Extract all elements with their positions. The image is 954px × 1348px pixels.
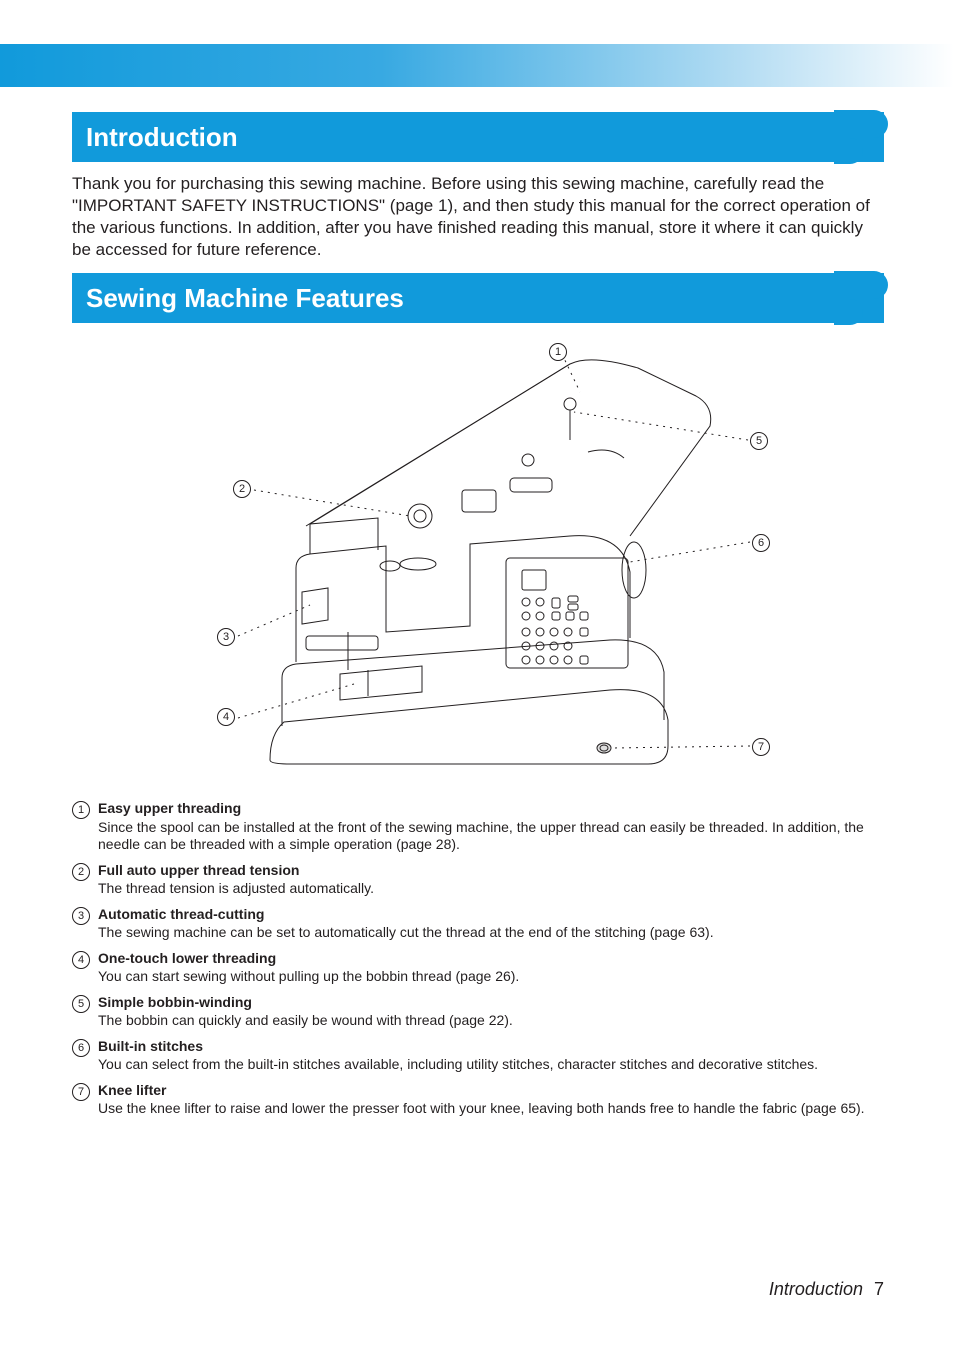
callout-number-icon: 2	[72, 863, 90, 881]
callout-desc: The thread tension is adjusted automatic…	[98, 880, 884, 898]
section-title-text: Introduction	[86, 122, 238, 153]
callout-desc: You can select from the built-in stitche…	[98, 1056, 884, 1074]
callout-title: Simple bobbin-winding	[98, 994, 884, 1012]
top-banner	[0, 44, 954, 87]
intro-paragraph: Thank you for purchasing this sewing mac…	[72, 173, 884, 261]
callout-number-icon: 6	[72, 1039, 90, 1057]
figure-callout-number: 2	[233, 480, 251, 498]
tab-ornament-icon	[834, 110, 890, 164]
callout-title: Knee lifter	[98, 1082, 884, 1100]
callout-item: 6 Built-in stitchesYou can select from th…	[72, 1038, 884, 1074]
section-title-text: Sewing Machine Features	[86, 283, 404, 314]
callout-body: One-touch lower threadingYou can start s…	[98, 950, 884, 986]
callout-desc: Use the knee lifter to raise and lower t…	[98, 1100, 884, 1118]
figure-callout-number: 1	[549, 343, 567, 361]
callout-body: Simple bobbin-windingThe bobbin can quic…	[98, 994, 884, 1030]
callout-body: Easy upper threadingSince the spool can …	[98, 800, 884, 854]
callout-number-icon: 7	[72, 1083, 90, 1101]
callout-body: Built-in stitchesYou can select from the…	[98, 1038, 884, 1074]
tab-ornament-icon	[834, 271, 890, 325]
callout-item: 3 Automatic thread-cuttingThe sewing mach…	[72, 906, 884, 942]
callout-desc: The sewing machine can be set to automat…	[98, 924, 884, 942]
page-footer: Introduction 7	[769, 1279, 884, 1300]
callout-number-icon: 1	[72, 801, 90, 819]
callout-title: Automatic thread-cutting	[98, 906, 884, 924]
figure-callout-number: 7	[752, 738, 770, 756]
figure-callout-number: 6	[752, 534, 770, 552]
machine-figure: 1 2 3 4 5 6 7	[210, 340, 770, 770]
section-title-introduction: Introduction	[72, 112, 884, 162]
footer-section: Introduction	[769, 1279, 863, 1299]
callout-body: Knee lifterUse the knee lifter to raise …	[98, 1082, 884, 1118]
callout-title: One-touch lower threading	[98, 950, 884, 968]
features-callout-list: 1 Easy upper threadingSince the spool can…	[72, 800, 884, 1126]
figure-callout-number: 3	[217, 628, 235, 646]
callout-body: Full auto upper thread tensionThe thread…	[98, 862, 884, 898]
callout-item: 7 Knee lifterUse the knee lifter to raise…	[72, 1082, 884, 1118]
callout-title: Full auto upper thread tension	[98, 862, 884, 880]
callout-item: 2 Full auto upper thread tensionThe threa…	[72, 862, 884, 898]
page: Introduction Thank you for purchasing th…	[0, 0, 954, 1348]
figure-callout-number: 5	[750, 432, 768, 450]
machine-illustration	[210, 340, 770, 770]
callout-desc: You can start sewing without pulling up …	[98, 968, 884, 986]
callout-item: 1 Easy upper threadingSince the spool can…	[72, 800, 884, 854]
callout-desc: Since the spool can be installed at the …	[98, 819, 884, 854]
callout-number-icon: 4	[72, 951, 90, 969]
callout-item: 4 One-touch lower threadingYou can start …	[72, 950, 884, 986]
callout-item: 5 Simple bobbin-windingThe bobbin can qui…	[72, 994, 884, 1030]
callout-number-icon: 5	[72, 995, 90, 1013]
footer-page-number: 7	[874, 1279, 884, 1299]
callout-title: Built-in stitches	[98, 1038, 884, 1056]
figure-callout-number: 4	[217, 708, 235, 726]
section-title-features: Sewing Machine Features	[72, 273, 884, 323]
callout-desc: The bobbin can quickly and easily be wou…	[98, 1012, 884, 1030]
callout-number-icon: 3	[72, 907, 90, 925]
callout-title: Easy upper threading	[98, 800, 884, 818]
callout-body: Automatic thread-cuttingThe sewing machi…	[98, 906, 884, 942]
